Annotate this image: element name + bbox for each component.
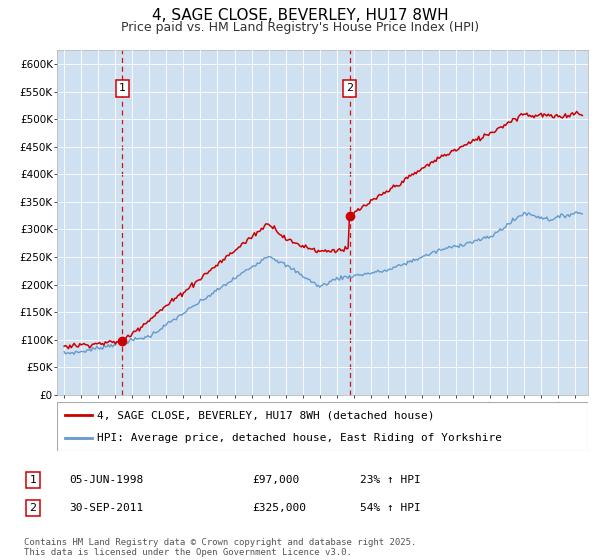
Text: 54% ↑ HPI: 54% ↑ HPI bbox=[360, 503, 421, 513]
Text: Price paid vs. HM Land Registry's House Price Index (HPI): Price paid vs. HM Land Registry's House … bbox=[121, 21, 479, 34]
Text: 05-JUN-1998: 05-JUN-1998 bbox=[69, 475, 143, 485]
FancyBboxPatch shape bbox=[57, 402, 588, 451]
Text: 23% ↑ HPI: 23% ↑ HPI bbox=[360, 475, 421, 485]
Text: 4, SAGE CLOSE, BEVERLEY, HU17 8WH (detached house): 4, SAGE CLOSE, BEVERLEY, HU17 8WH (detac… bbox=[97, 410, 434, 421]
Text: 2: 2 bbox=[29, 503, 37, 513]
Text: Contains HM Land Registry data © Crown copyright and database right 2025.
This d: Contains HM Land Registry data © Crown c… bbox=[24, 538, 416, 557]
Text: £325,000: £325,000 bbox=[252, 503, 306, 513]
Text: 1: 1 bbox=[29, 475, 37, 485]
Text: 2: 2 bbox=[346, 83, 353, 94]
Text: 4, SAGE CLOSE, BEVERLEY, HU17 8WH: 4, SAGE CLOSE, BEVERLEY, HU17 8WH bbox=[152, 8, 448, 24]
Text: HPI: Average price, detached house, East Riding of Yorkshire: HPI: Average price, detached house, East… bbox=[97, 433, 502, 444]
Text: £97,000: £97,000 bbox=[252, 475, 299, 485]
Text: 30-SEP-2011: 30-SEP-2011 bbox=[69, 503, 143, 513]
Text: 1: 1 bbox=[119, 83, 126, 94]
